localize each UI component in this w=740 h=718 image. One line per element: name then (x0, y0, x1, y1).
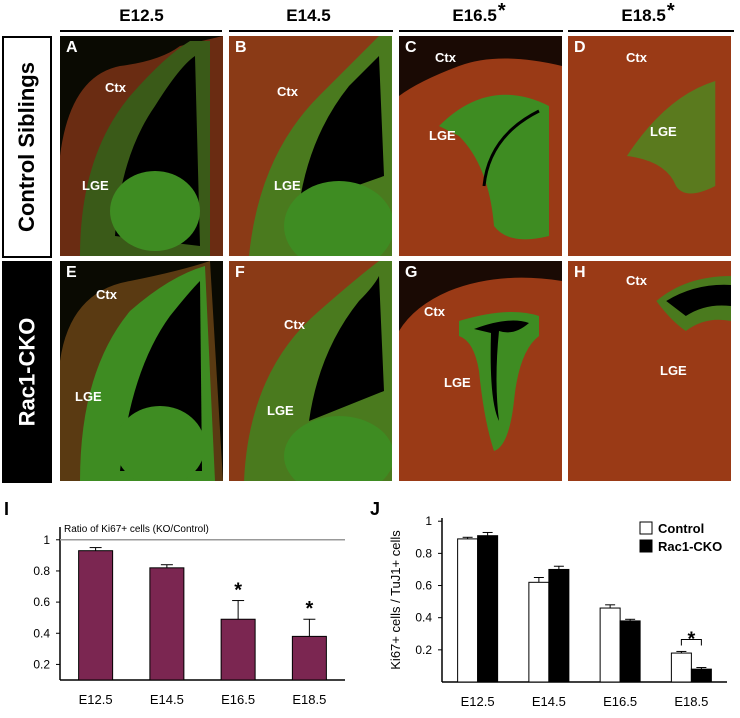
region-label-ctx: Ctx (96, 287, 117, 302)
bar (599, 607, 621, 683)
region-label-ctx: Ctx (424, 304, 445, 319)
region-label-lge: LGE (82, 178, 109, 193)
bar (670, 652, 692, 683)
column-header-e16-5: E16.5* (452, 0, 506, 25)
bar (291, 635, 327, 681)
x-tick-label: E14.5 (532, 694, 566, 709)
y-tick-label: 0.6 (415, 579, 432, 593)
legend-label: Rac1-CKO (658, 539, 722, 554)
region-label-lge: LGE (660, 363, 687, 378)
panel-label: D (574, 39, 586, 56)
micrograph-panel-c: C Ctx LGE (399, 36, 562, 256)
x-tick-label: E18.5 (292, 692, 326, 707)
row-label-control: Control Siblings (2, 36, 52, 258)
y-tick-label: 1 (43, 533, 50, 547)
y-tick-label: 0.4 (415, 611, 432, 625)
y-tick-label: 1 (425, 514, 432, 528)
chart-j-letter: J (370, 499, 381, 519)
bar (548, 568, 570, 683)
x-tick-label: E16.5 (603, 694, 637, 709)
bar (78, 550, 114, 681)
bar (528, 581, 550, 683)
panel-label: E (66, 264, 77, 281)
region-label-lge: LGE (650, 124, 677, 139)
legend-swatch (639, 539, 653, 553)
micrograph-panel-b: B Ctx LGE (229, 36, 392, 256)
legend-label: Control (658, 521, 704, 536)
column-rule (399, 30, 563, 32)
panel-label: H (574, 264, 586, 281)
region-label-ctx: Ctx (626, 273, 647, 288)
region-label-ctx: Ctx (105, 80, 126, 95)
panel-label: C (405, 39, 417, 56)
legend-swatch (639, 521, 653, 535)
bar (457, 538, 479, 683)
bar (477, 535, 499, 683)
column-rule (568, 30, 734, 32)
x-tick-label: E18.5 (674, 694, 708, 709)
region-label-ctx: Ctx (626, 50, 647, 65)
y-tick-label: 0.2 (415, 643, 432, 657)
column-header-e18-5: E18.5* (621, 0, 675, 25)
y-tick-label: 0.6 (33, 595, 50, 609)
panel-label: A (66, 39, 78, 56)
column-rule (229, 30, 393, 32)
micrograph-panel-h: H Ctx LGE (568, 261, 731, 481)
region-label-ctx: Ctx (435, 50, 456, 65)
micrograph-panel-g: G Ctx LGE (399, 261, 562, 481)
micrograph-panel-a: A Ctx LGE (60, 36, 223, 256)
x-tick-label: E14.5 (150, 692, 184, 707)
y-tick-label: 0.2 (33, 657, 50, 671)
significance-star: * (234, 580, 242, 602)
significance-star: * (305, 598, 313, 620)
chart-j: 0.2 0.4 0.6 0.8 1 Ki67+ cells / TuJ1+ cells E1… (388, 514, 727, 709)
y-tick-label: 0.8 (415, 546, 432, 560)
significance-star: * (687, 628, 695, 650)
chart-i: Ratio of Ki67+ cells (KO/Control) 0.2 0.4 0… (33, 524, 345, 707)
bar (220, 618, 256, 681)
micrograph-panel-f: F Ctx LGE (229, 261, 392, 481)
region-label-ctx: Ctx (284, 317, 305, 332)
x-tick-label: E12.5 (79, 692, 113, 707)
column-rule (60, 30, 222, 32)
x-tick-label: E16.5 (221, 692, 255, 707)
region-label-lge: LGE (274, 178, 301, 193)
y-tick-label: 0.4 (33, 626, 50, 640)
column-header-e12-5: E12.5 (119, 6, 164, 25)
row-label-rac1-cko: Rac1-CKO (2, 261, 52, 483)
region-label-ctx: Ctx (277, 84, 298, 99)
panel-label: B (235, 39, 247, 56)
region-label-lge: LGE (429, 128, 456, 143)
panel-label: G (405, 264, 418, 281)
y-tick-label: 0.8 (33, 564, 50, 578)
micrograph-panel-d: D Ctx LGE (568, 36, 731, 256)
y-axis-label: Ki67+ cells / TuJ1+ cells (388, 530, 403, 670)
region-label-lge: LGE (75, 389, 102, 404)
panel-label: F (235, 264, 245, 281)
bar (619, 620, 641, 683)
micrograph-panel-e: E Ctx LGE (60, 261, 223, 481)
region-label-lge: LGE (444, 375, 471, 390)
bar (149, 567, 185, 681)
chart-i-letter: I (4, 499, 10, 519)
column-header-e14-5: E14.5 (286, 6, 331, 25)
bar (690, 668, 712, 683)
significance-bracket (680, 638, 702, 646)
x-tick-label: E12.5 (461, 694, 495, 709)
region-label-lge: LGE (267, 403, 294, 418)
chart-title: Ratio of Ki67+ cells (KO/Control) (64, 524, 209, 535)
